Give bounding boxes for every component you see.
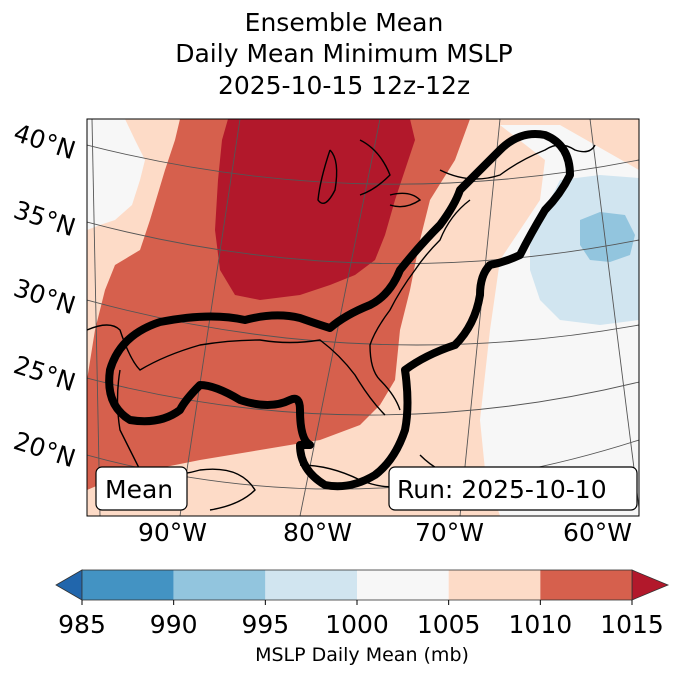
lat-label-35: 35°N xyxy=(10,195,79,242)
colorbar-bin-990-995 xyxy=(173,570,266,600)
lon-label-80w: 80°W xyxy=(283,518,352,547)
lon-label-90w: 90°W xyxy=(138,518,207,547)
colorbar-bin-1010-1015 xyxy=(540,570,632,600)
colorbar-tick-label: 1015 xyxy=(600,610,664,639)
lat-label-20: 20°N xyxy=(10,426,79,473)
bin-1000-1005-nw xyxy=(87,119,145,230)
title-line-1: Ensemble Mean xyxy=(244,8,444,37)
lat-label-40: 40°N xyxy=(10,118,79,165)
colorbar: 985 990 995 1000 1005 1010 1015 MSLP Daily Mea… xyxy=(55,569,670,666)
run-box-label: Run: 2025-10-10 xyxy=(397,475,607,504)
colorbar-tick-label: 985 xyxy=(58,610,106,639)
lat-label-25: 25°N xyxy=(10,350,79,397)
title-line-2: Daily Mean Minimum MSLP xyxy=(175,39,513,68)
colorbar-label: MSLP Daily Mean (mb) xyxy=(255,644,469,666)
bin-over-1015 xyxy=(215,119,415,300)
mean-box xyxy=(95,466,188,511)
colorbar-bin-1000-1005 xyxy=(357,570,449,600)
run-box xyxy=(388,466,638,511)
colorbar-bin-985-990 xyxy=(82,570,174,600)
lon-label-60w: 60°W xyxy=(563,518,632,547)
bin-990-995 xyxy=(580,212,635,262)
graticule xyxy=(87,119,639,516)
lon-label-70w: 70°W xyxy=(415,518,484,547)
title-line-3: 2025-10-15 12z-12z xyxy=(217,71,471,100)
colorbar-over-extend xyxy=(631,569,670,601)
map-frame xyxy=(86,118,640,517)
colorbar-bin-1005-1010 xyxy=(448,570,541,600)
colorbar-tick-label: 1000 xyxy=(325,610,389,639)
contour-line xyxy=(105,130,574,491)
lat-label-30: 30°N xyxy=(10,273,79,320)
colorbar-tick-label: 1005 xyxy=(417,610,481,639)
mean-box-label: Mean xyxy=(105,475,173,504)
colorbar-under-extend xyxy=(55,569,83,601)
colorbar-tick-label: 995 xyxy=(241,610,289,639)
colorbar-tick-label: 990 xyxy=(150,610,198,639)
colorbar-bin-995-1000 xyxy=(265,570,357,600)
colorbar-tick-label: 1010 xyxy=(509,610,573,639)
map-area xyxy=(87,119,639,516)
